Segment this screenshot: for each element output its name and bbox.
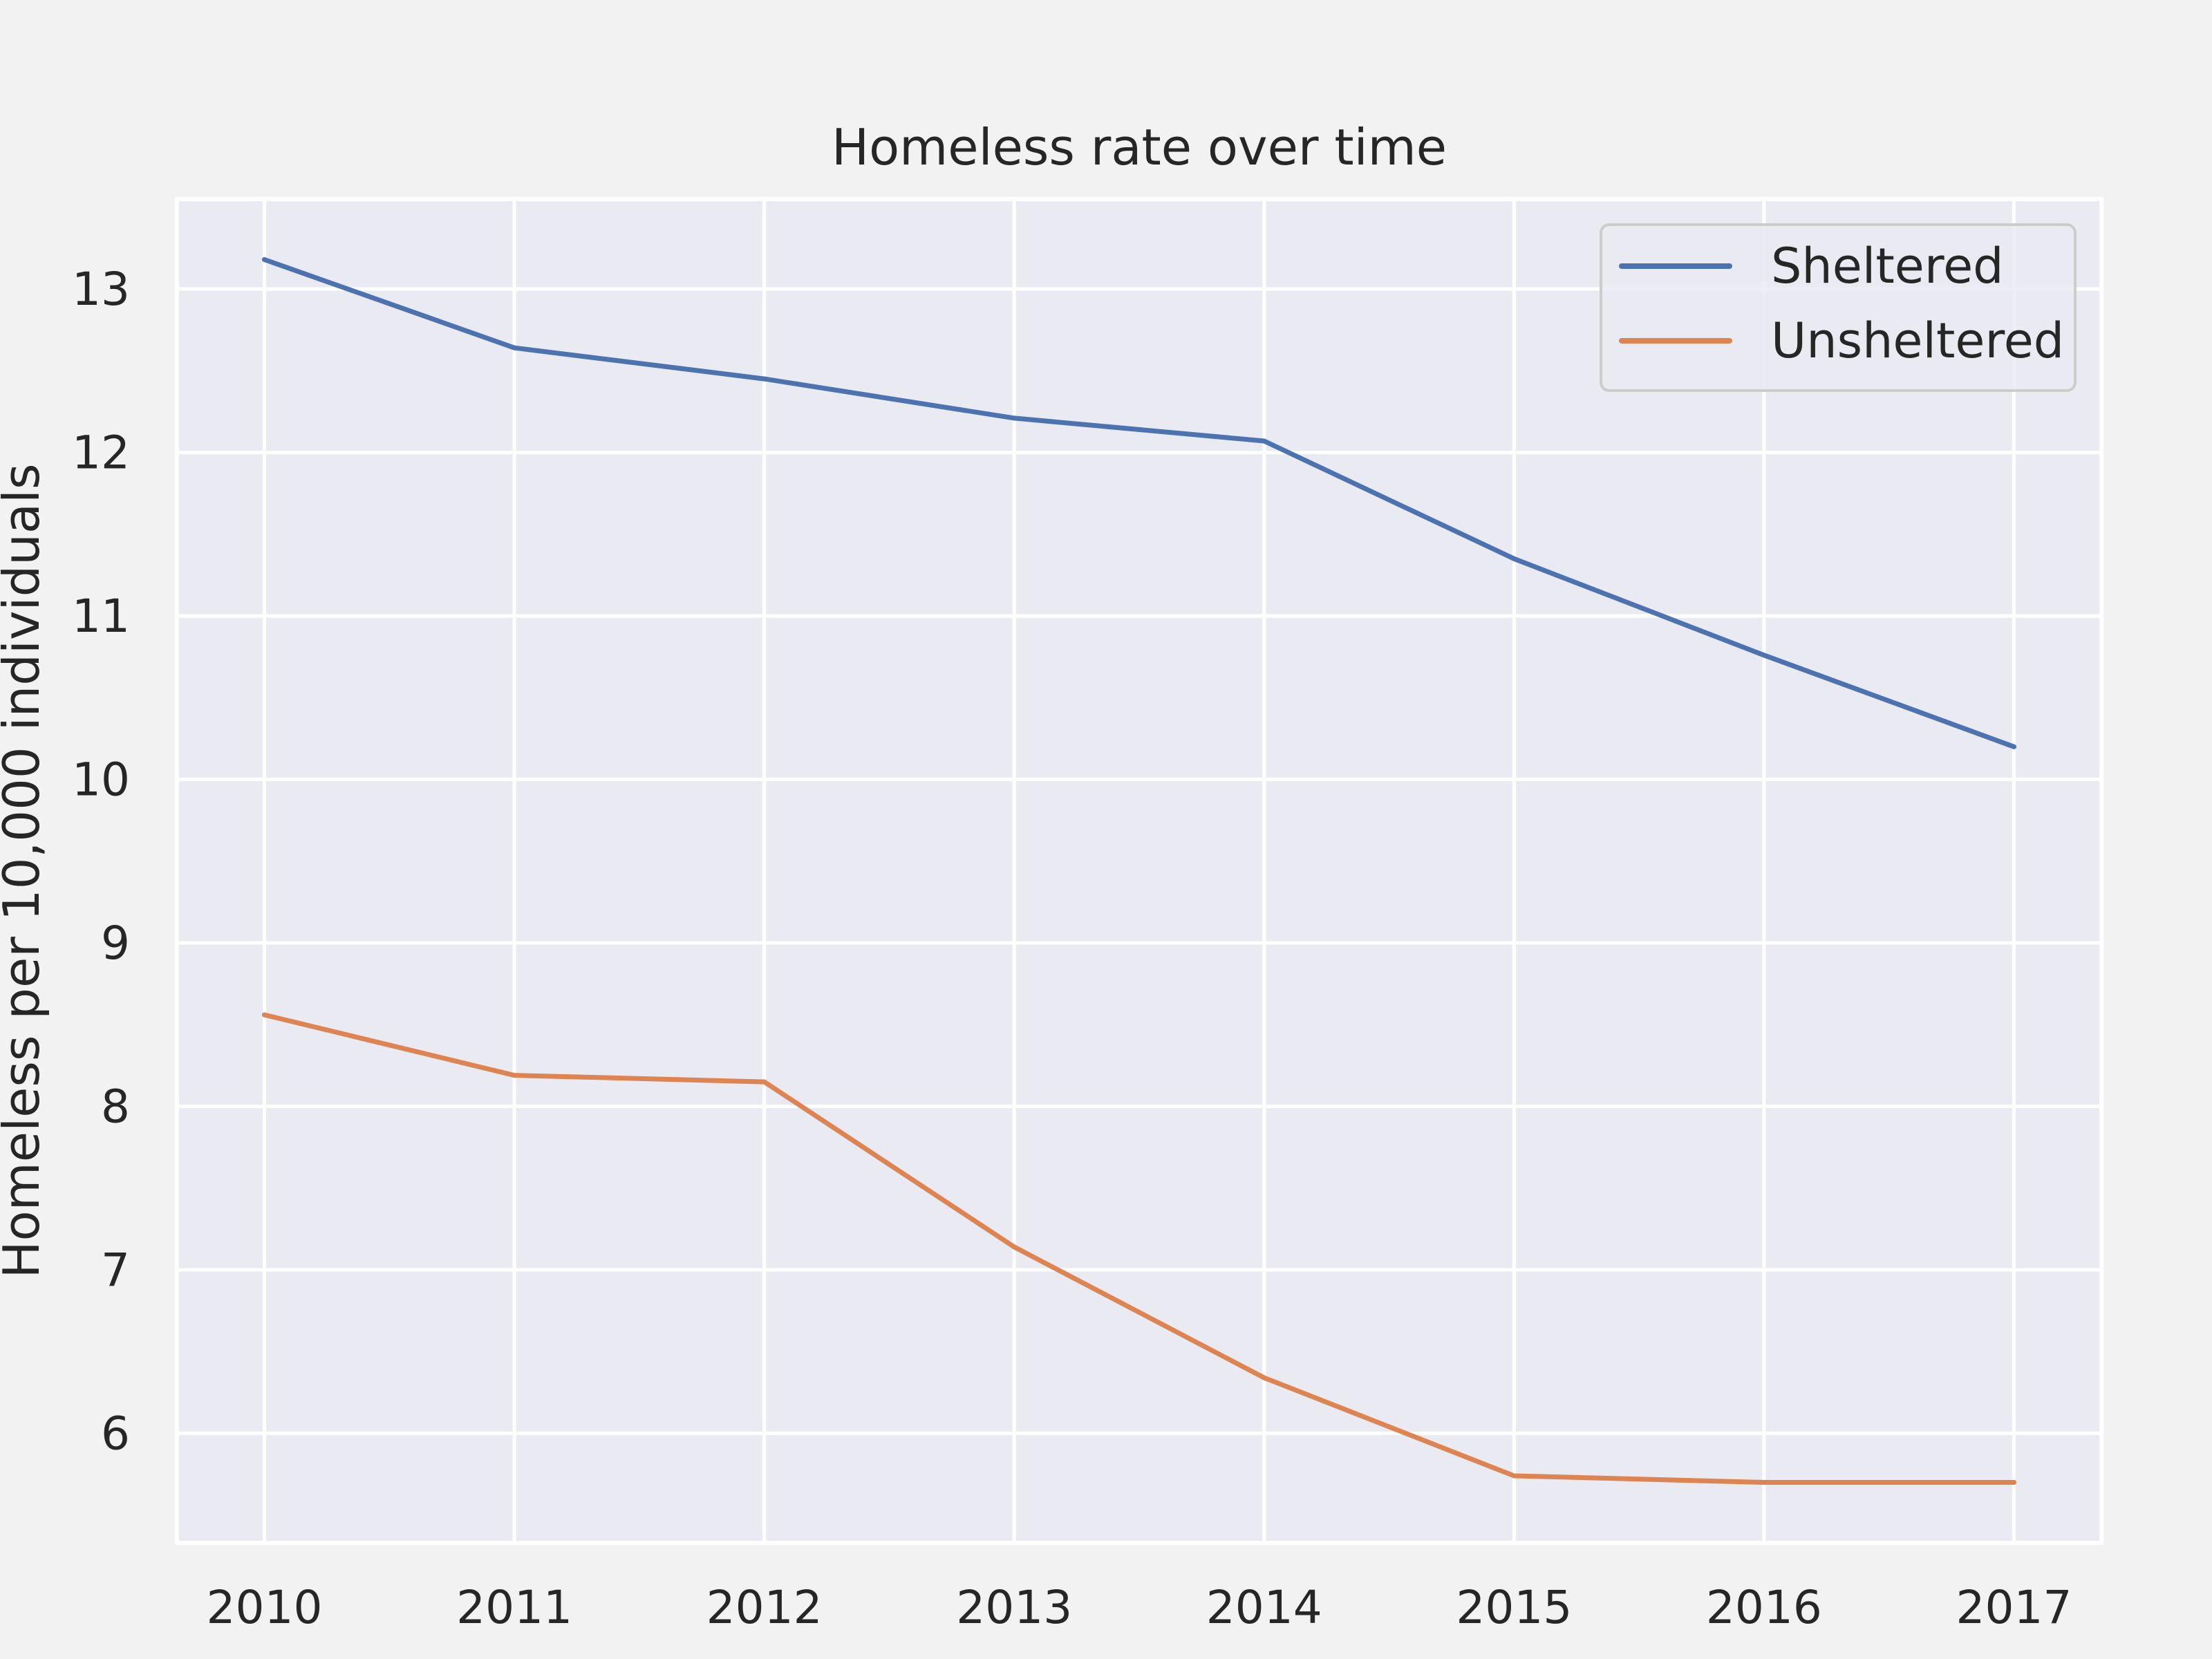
x-tick-label: 2016 (1706, 1581, 1822, 1634)
y-tick-label: 12 (72, 427, 130, 480)
chart-title: Homeless rate over time (832, 118, 1447, 176)
legend: Sheltered Unsheltered (1600, 223, 2077, 392)
data-point-sheltered (762, 376, 767, 382)
y-tick-label: 6 (101, 1407, 130, 1461)
y-tick-label: 9 (101, 917, 130, 970)
data-point-unsheltered (1262, 1375, 1267, 1380)
x-tick-label: 2017 (1956, 1581, 2072, 1634)
data-point-unsheltered (512, 1073, 517, 1078)
data-point-unsheltered (1761, 1479, 1767, 1485)
x-tick-label: 2015 (1456, 1581, 1572, 1634)
data-point-sheltered (1761, 653, 1767, 658)
plot-frame (175, 197, 2103, 1545)
plot-area (177, 199, 2101, 1543)
y-tick-label: 10 (72, 753, 130, 807)
y-tick-label: 7 (101, 1244, 130, 1297)
grid (177, 199, 2101, 1543)
x-tick-label: 2010 (207, 1581, 323, 1634)
legend-label-unsheltered: Unsheltered (1771, 312, 2064, 369)
series-layer (262, 257, 2016, 1485)
legend-label-sheltered: Sheltered (1771, 238, 2004, 294)
x-tick-label: 2012 (706, 1581, 823, 1634)
data-point-sheltered (512, 345, 517, 350)
series-sheltered (262, 257, 2016, 749)
data-point-sheltered (2011, 744, 2016, 749)
y-axis-ticks: 6 7 8 9 10 11 12 13 (72, 263, 130, 1460)
data-point-unsheltered (2011, 1479, 2016, 1485)
series-line-unsheltered (262, 1012, 2016, 1485)
data-point-sheltered (1511, 556, 1517, 561)
y-tick-label: 13 (72, 263, 130, 316)
data-point-unsheltered (762, 1079, 767, 1085)
data-point-unsheltered (1011, 1244, 1017, 1250)
series-line-sheltered (262, 257, 2016, 749)
x-axis-ticks: 2010 2011 2012 2013 2014 2015 2016 2017 (207, 1581, 2072, 1634)
data-point-sheltered (262, 257, 268, 263)
data-point-unsheltered (1511, 1473, 1517, 1479)
y-tick-label: 11 (72, 590, 130, 643)
data-point-sheltered (1011, 415, 1017, 421)
x-tick-label: 2011 (456, 1581, 572, 1634)
data-point-sheltered (1262, 438, 1267, 444)
data-point-unsheltered (262, 1012, 268, 1018)
y-tick-label: 8 (101, 1080, 130, 1134)
plot-border (175, 197, 2103, 1545)
series-unsheltered (262, 1012, 2016, 1485)
x-tick-label: 2013 (956, 1581, 1072, 1634)
x-tick-label: 2014 (1206, 1581, 1322, 1634)
y-axis-label: Homeless per 10,000 individuals (0, 463, 50, 1278)
